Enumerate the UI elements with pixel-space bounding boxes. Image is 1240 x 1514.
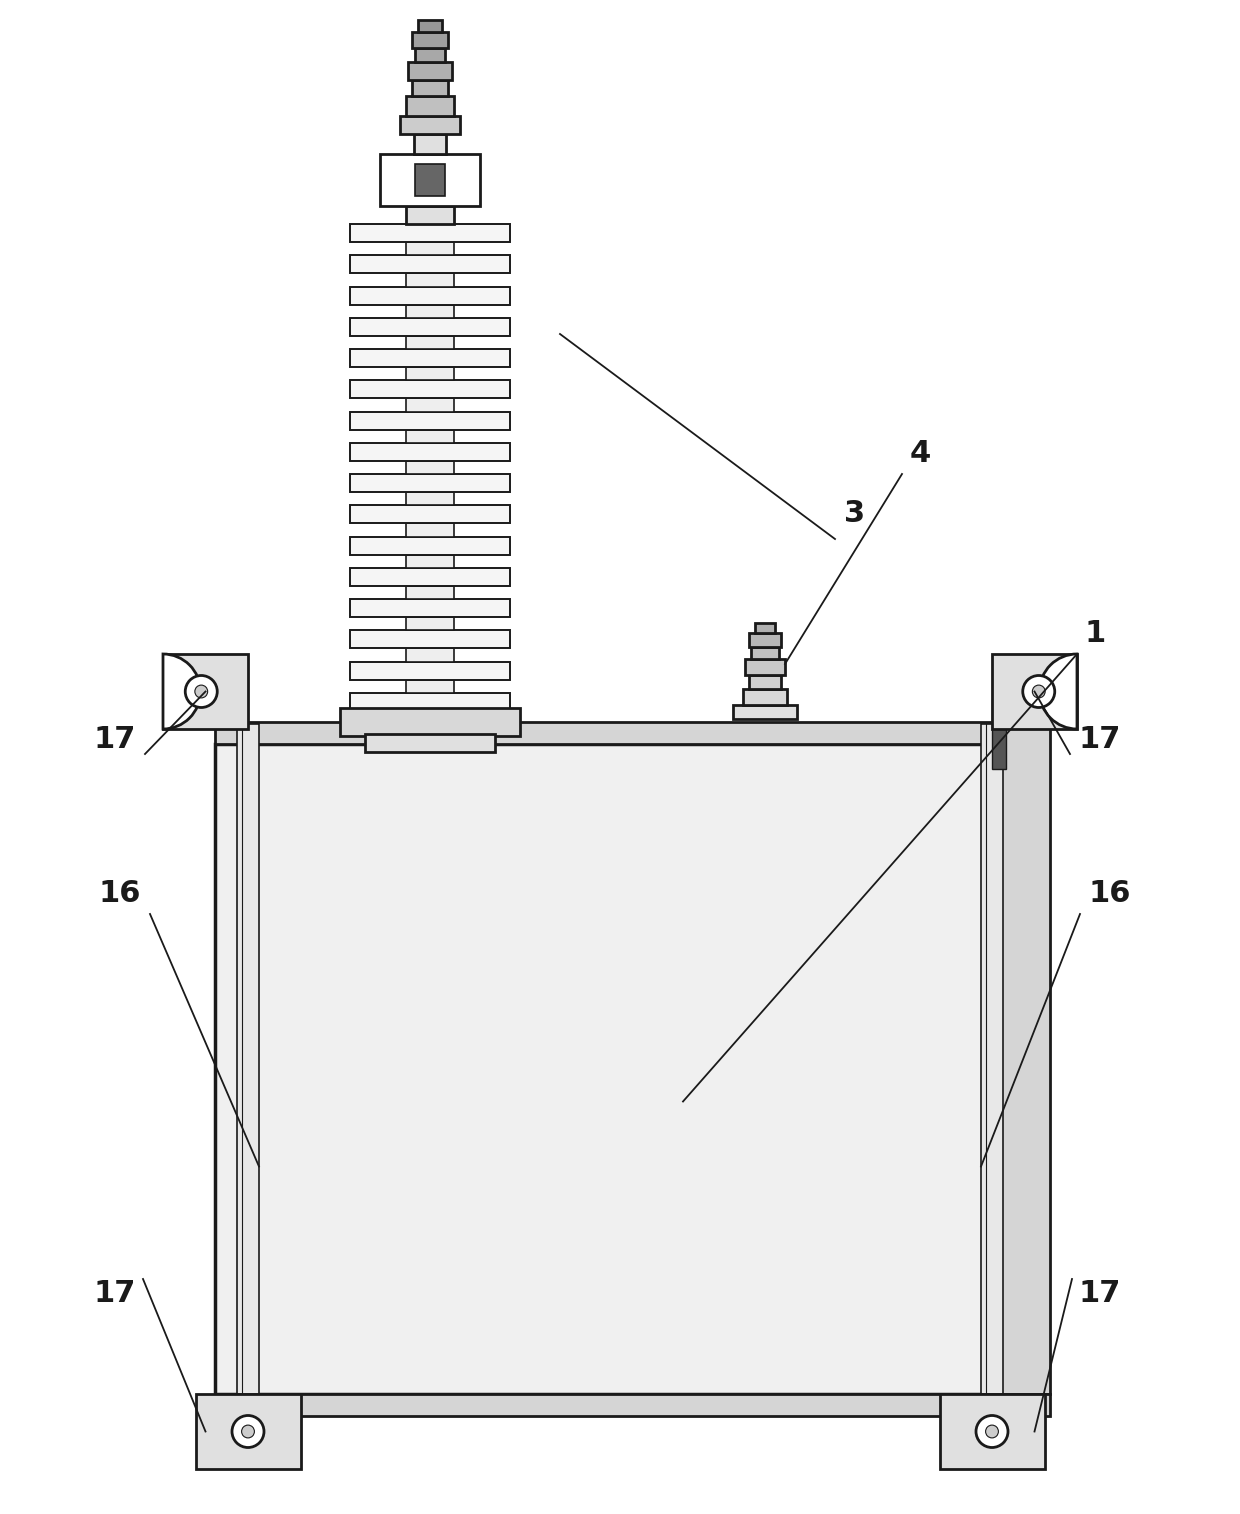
Bar xyxy=(994,722,1050,1394)
Wedge shape xyxy=(1039,654,1078,730)
Bar xyxy=(215,722,994,743)
Text: 17: 17 xyxy=(94,1279,136,1308)
Circle shape xyxy=(195,686,207,698)
Circle shape xyxy=(232,1416,264,1447)
Bar xyxy=(340,709,520,736)
Bar xyxy=(350,662,510,680)
Bar xyxy=(405,304,454,318)
Bar xyxy=(350,412,510,430)
Bar xyxy=(405,554,454,568)
Bar xyxy=(940,1394,1044,1469)
Wedge shape xyxy=(162,654,201,730)
Bar xyxy=(405,648,454,662)
Text: 17: 17 xyxy=(1079,725,1121,754)
Bar xyxy=(405,274,454,286)
Text: 3: 3 xyxy=(844,500,866,528)
Text: 17: 17 xyxy=(94,725,136,754)
Bar xyxy=(981,724,1003,1394)
Bar xyxy=(350,630,510,648)
Bar xyxy=(412,32,448,48)
Bar xyxy=(414,135,446,154)
Bar xyxy=(405,430,454,442)
Bar xyxy=(215,1394,1050,1416)
Bar xyxy=(745,659,785,675)
Circle shape xyxy=(1023,675,1055,707)
Bar xyxy=(408,62,453,80)
Text: 1: 1 xyxy=(1084,619,1106,648)
Bar xyxy=(350,380,510,398)
Circle shape xyxy=(242,1425,254,1438)
Bar xyxy=(405,336,454,350)
Bar xyxy=(743,689,787,706)
Bar xyxy=(405,586,454,600)
Bar xyxy=(350,442,510,460)
Bar xyxy=(405,242,454,256)
Bar xyxy=(162,654,248,730)
Bar xyxy=(350,286,510,304)
Circle shape xyxy=(185,675,217,707)
Bar xyxy=(405,712,454,724)
Bar xyxy=(415,48,445,62)
Bar xyxy=(992,654,1078,730)
Bar xyxy=(237,724,259,1394)
Bar xyxy=(350,224,510,242)
Circle shape xyxy=(1033,686,1045,698)
Bar xyxy=(405,492,454,506)
Text: 16: 16 xyxy=(1089,880,1131,908)
Bar xyxy=(405,398,454,412)
Bar xyxy=(350,536,510,554)
Bar xyxy=(379,154,480,206)
Bar xyxy=(350,474,510,492)
Circle shape xyxy=(986,1425,998,1438)
Circle shape xyxy=(976,1416,1008,1447)
Text: 4: 4 xyxy=(909,439,931,468)
Bar xyxy=(215,743,994,1394)
Bar xyxy=(412,80,448,95)
Bar xyxy=(350,256,510,274)
Bar xyxy=(751,646,779,659)
Bar xyxy=(350,506,510,524)
Bar xyxy=(401,117,460,135)
Bar xyxy=(350,568,510,586)
Bar xyxy=(405,524,454,536)
Bar xyxy=(405,366,454,380)
Bar xyxy=(405,460,454,474)
Bar xyxy=(405,680,454,693)
Text: 16: 16 xyxy=(99,880,141,908)
Bar xyxy=(196,1394,300,1469)
Bar xyxy=(749,633,781,646)
Bar xyxy=(350,600,510,618)
Text: 17: 17 xyxy=(1079,1279,1121,1308)
Bar xyxy=(405,618,454,630)
Bar xyxy=(733,706,797,719)
Bar xyxy=(992,699,1006,769)
Bar xyxy=(405,95,454,117)
Bar xyxy=(749,675,781,689)
Bar xyxy=(350,693,510,712)
Bar xyxy=(350,318,510,336)
Bar xyxy=(405,206,454,224)
Bar xyxy=(350,350,510,366)
Bar xyxy=(418,20,441,32)
Bar xyxy=(365,734,495,752)
Bar xyxy=(755,622,775,633)
Bar xyxy=(415,164,445,195)
